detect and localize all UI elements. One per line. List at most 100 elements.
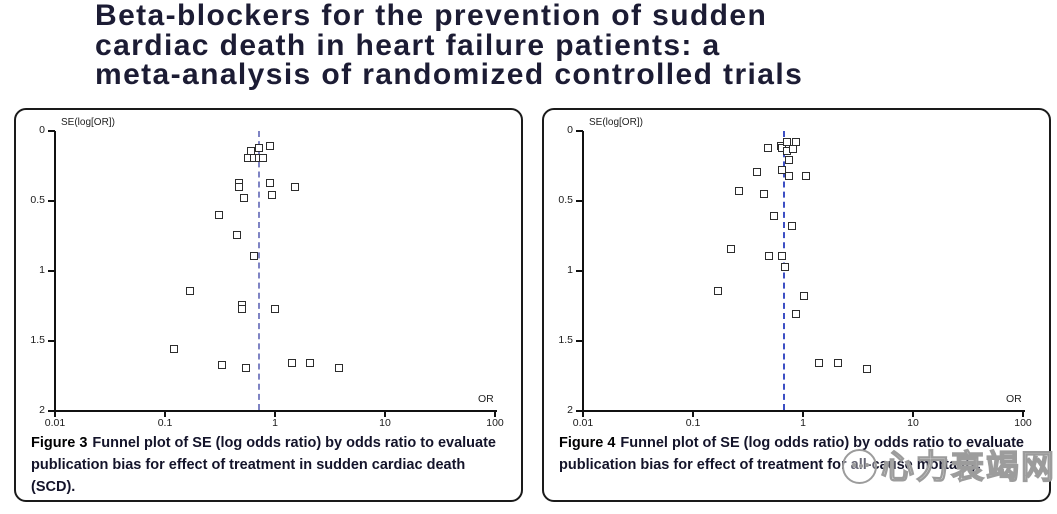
- data-point: [265, 178, 274, 187]
- data-point: [242, 363, 251, 372]
- data-point: [788, 145, 797, 154]
- y-axis-title: SE(log[OR]): [589, 117, 643, 128]
- data-point: [778, 166, 787, 175]
- data-point: [306, 359, 315, 368]
- y-tick: [48, 200, 55, 202]
- y-axis: [54, 131, 56, 411]
- y-axis: [582, 131, 584, 411]
- data-point: [726, 244, 735, 253]
- x-tick: [274, 410, 276, 417]
- data-point: [815, 359, 824, 368]
- x-axis-title: OR: [478, 393, 494, 405]
- figure3-funnel-plot: 0 0.5 1 1.5 2 0.01 0.1 1 10 100 SE(log[OR]) OR: [16, 110, 521, 429]
- data-point: [763, 143, 772, 152]
- data-point: [833, 359, 842, 368]
- paper-title: Beta-blockers for the prevention of sudd…: [95, 1, 995, 90]
- x-tick-label: 0.1: [157, 417, 173, 429]
- data-point: [267, 191, 276, 200]
- data-point: [764, 251, 773, 260]
- data-point: [290, 183, 299, 191]
- figure3-caption-label: Figure 3: [31, 435, 88, 451]
- figure4-caption-label: Figure 4: [559, 435, 616, 451]
- x-tick-label: 0.01: [572, 417, 594, 429]
- figure3-caption: Figure 3 Funnel plot of SE (log odds rati…: [31, 432, 509, 498]
- y-tick: [48, 270, 55, 272]
- data-point: [237, 304, 246, 313]
- x-tick: [802, 410, 804, 417]
- y-tick-label: 0.5: [558, 194, 573, 206]
- data-point: [218, 360, 227, 369]
- y-tick: [48, 340, 55, 342]
- data-point: [255, 143, 264, 152]
- y-tick-label: 1.5: [558, 334, 573, 346]
- x-tick-label: 0.1: [685, 417, 701, 429]
- y-axis-title: SE(log[OR]): [61, 117, 115, 128]
- data-point: [714, 286, 723, 295]
- data-point: [783, 138, 792, 147]
- y-tick-label: 2: [39, 404, 45, 416]
- x-tick: [692, 410, 694, 417]
- data-point: [785, 156, 794, 165]
- figure4-panel: 0 0.5 1 1.5 2 0.01 0.1 1 10 100 SE(log[OR]) OR Figu…: [542, 108, 1051, 502]
- pooled-or-ref-line: [257, 131, 260, 410]
- y-tick-label: 1: [567, 264, 573, 276]
- data-point: [258, 153, 267, 162]
- data-point: [335, 363, 344, 372]
- data-point: [239, 194, 248, 203]
- watermark-text: 心力衰竭网: [880, 447, 1056, 486]
- x-tick: [494, 410, 496, 417]
- data-point: [287, 359, 296, 368]
- data-point: [752, 167, 761, 176]
- paper-title-line-3: meta-analysis of randomized controlled t…: [95, 58, 804, 91]
- x-tick-label: 0.01: [44, 417, 66, 429]
- watermark: 心力衰竭网: [842, 449, 1056, 484]
- y-tick: [48, 410, 55, 412]
- x-tick-label: 1: [800, 417, 806, 429]
- data-point: [785, 171, 794, 180]
- y-tick: [576, 270, 583, 272]
- figure4-funnel-plot: 0 0.5 1 1.5 2 0.01 0.1 1 10 100 SE(log[OR]) OR: [544, 110, 1049, 429]
- data-point: [234, 183, 243, 191]
- paper-title-line-2: cardiac death in heart failure patients:…: [95, 28, 721, 62]
- data-point: [265, 142, 274, 151]
- x-tick-label: 1: [272, 417, 278, 429]
- y-tick-label: 1: [39, 264, 45, 276]
- figure3-caption-text: Funnel plot of SE (log odds ratio) by od…: [31, 435, 496, 495]
- x-tick-label: 10: [907, 417, 919, 429]
- data-point: [862, 365, 871, 373]
- x-tick-label: 100: [1014, 417, 1032, 429]
- y-tick-label: 0.5: [30, 194, 45, 206]
- y-tick-label: 1.5: [30, 334, 45, 346]
- y-tick: [576, 200, 583, 202]
- data-point: [232, 230, 241, 239]
- x-tick: [912, 410, 914, 417]
- y-tick-label: 2: [567, 404, 573, 416]
- x-tick: [1022, 410, 1024, 417]
- data-point: [781, 262, 790, 271]
- x-tick-label: 10: [379, 417, 391, 429]
- data-point: [215, 211, 224, 219]
- data-point: [801, 171, 810, 180]
- data-point: [800, 292, 809, 301]
- data-point: [777, 251, 786, 260]
- y-tick-label: 0: [39, 124, 45, 136]
- y-tick: [576, 130, 583, 132]
- figure3-panel: 0 0.5 1 1.5 2 0.01 0.1 1 10 100 SE(log[OR]) OR Figu…: [14, 108, 523, 502]
- data-point: [169, 345, 178, 354]
- watermark-circle-logo-icon: [842, 449, 877, 484]
- data-point: [770, 212, 779, 221]
- data-point: [186, 286, 195, 295]
- data-point: [249, 251, 258, 260]
- x-tick: [384, 410, 386, 417]
- x-tick-label: 100: [486, 417, 504, 429]
- data-point: [792, 310, 801, 319]
- x-tick: [164, 410, 166, 417]
- paper-title-line-1: Beta-blockers for the prevention of sudd…: [95, 0, 768, 32]
- y-tick: [48, 130, 55, 132]
- data-point: [270, 304, 279, 313]
- x-axis-title: OR: [1006, 393, 1022, 405]
- data-point: [759, 190, 768, 198]
- x-tick: [582, 410, 584, 417]
- data-point: [787, 222, 796, 231]
